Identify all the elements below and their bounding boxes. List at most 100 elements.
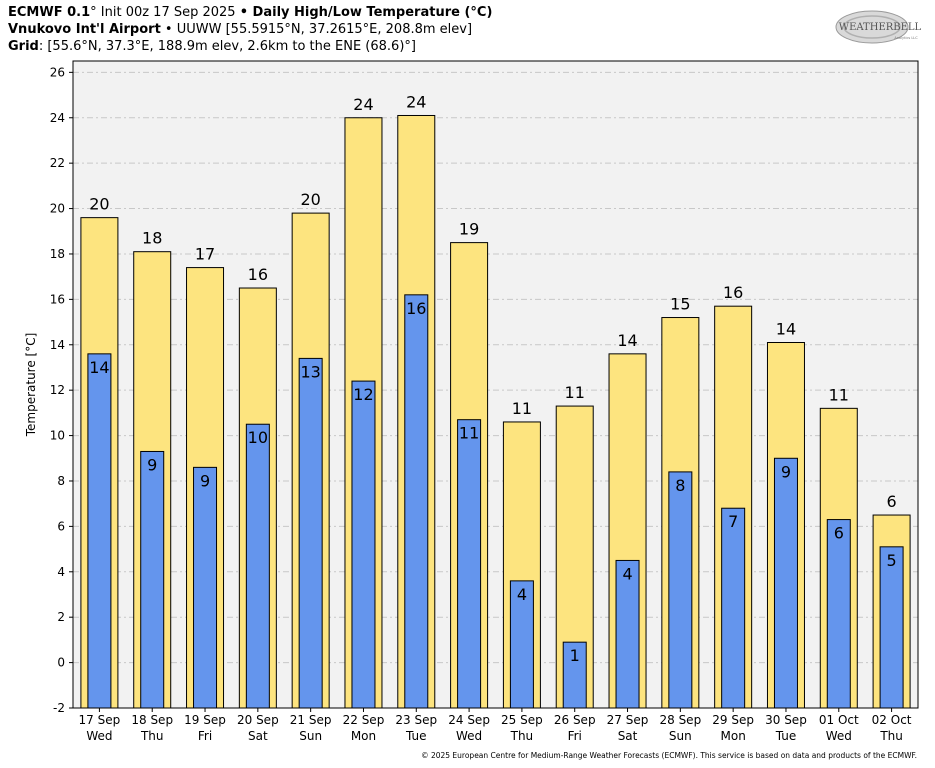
x-tick-date: 19 Sep: [184, 713, 226, 727]
y-tick-label: 20: [50, 202, 65, 216]
y-tick-label: 14: [50, 338, 65, 352]
low-temp-bar: [457, 419, 482, 709]
chart-title: Daily High/Low Temperature (°C): [248, 5, 493, 20]
low-temp-label: 14: [89, 358, 109, 377]
chart-title-line-1: ECMWF 0.1° Init 00z 17 Sep 2025 • Daily …: [8, 5, 492, 21]
x-tick-date: 29 Sep: [712, 713, 754, 727]
chart-title-line-2: Vnukovo Int'l Airport • UUWW [55.5915°N,…: [8, 22, 472, 38]
grid-info: : [55.6°N, 37.3°E, 188.9m elev, 2.6km to…: [38, 39, 416, 54]
x-tick-date: 24 Sep: [448, 713, 490, 727]
low-temp-label: 4: [517, 585, 527, 604]
x-tick-date: 27 Sep: [607, 713, 649, 727]
low-temp-bar: [404, 294, 429, 709]
x-tick-date: 22 Sep: [343, 713, 385, 727]
high-temp-label: 15: [670, 295, 690, 314]
x-tick-day: Sun: [299, 729, 322, 743]
low-temp-bar: [721, 507, 746, 709]
y-tick-label: 24: [50, 111, 65, 125]
x-tick-date: 20 Sep: [237, 713, 279, 727]
x-tick-day: Thu: [510, 729, 534, 743]
y-tick-label: 2: [57, 610, 65, 624]
x-tick-day: Tue: [775, 729, 797, 743]
x-tick-date: 01 Oct: [819, 713, 859, 727]
y-tick-label: -2: [53, 701, 65, 715]
low-temp-bar: [879, 546, 904, 709]
x-tick-date: 17 Sep: [79, 713, 121, 727]
x-tick-date: 18 Sep: [131, 713, 173, 727]
init-time: Init 00z 17 Sep 2025: [96, 5, 240, 20]
degree-sign: °: [90, 5, 97, 20]
x-tick-day: Mon: [721, 729, 746, 743]
high-temp-label: 18: [142, 229, 162, 248]
x-tick-date: 30 Sep: [765, 713, 807, 727]
low-temp-bar: [140, 450, 165, 709]
logo-subtext: Analytics LLC: [894, 36, 918, 40]
low-temp-label: 11: [459, 424, 479, 443]
low-temp-bar: [773, 457, 798, 709]
weatherbell-logo: WEATHERBELL Analytics LLC: [835, 10, 922, 44]
high-temp-label: 19: [459, 220, 479, 239]
high-temp-label: 14: [617, 331, 637, 350]
low-temp-label: 9: [200, 471, 210, 490]
low-temp-bar: [826, 519, 851, 709]
low-temp-label: 8: [675, 476, 685, 495]
x-tick-day: Thu: [879, 729, 903, 743]
low-temp-bar: [668, 471, 693, 709]
low-temp-label: 9: [147, 455, 157, 474]
low-temp-label: 1: [570, 646, 580, 665]
x-tick-day: Wed: [86, 729, 112, 743]
low-temp-label: 5: [887, 551, 897, 570]
copyright-footer: © 2025 European Centre for Medium-Range …: [421, 751, 917, 760]
x-tick-day: Mon: [351, 729, 376, 743]
low-temp-label: 7: [728, 512, 738, 531]
low-temp-label: 13: [300, 362, 320, 381]
bars: [80, 114, 911, 709]
low-temp-bar: [87, 353, 112, 709]
low-temp-label: 16: [406, 299, 426, 318]
x-tick-day: Sat: [618, 729, 638, 743]
y-tick-label: 18: [50, 247, 65, 261]
high-temp-label: 11: [829, 385, 849, 404]
x-tick-date: 02 Oct: [872, 713, 912, 727]
station-name: Vnukovo Int'l Airport: [8, 22, 161, 37]
y-tick-label: 22: [50, 156, 65, 170]
low-temp-bar: [245, 423, 270, 709]
y-tick-label: 4: [57, 565, 65, 579]
plot-frame: [72, 60, 919, 709]
high-temp-label: 6: [887, 492, 897, 511]
y-tick-label: 10: [50, 429, 65, 443]
x-tick-date: 26 Sep: [554, 713, 596, 727]
high-temp-label: 24: [353, 95, 373, 114]
x-tick-day: Tue: [405, 729, 427, 743]
x-tick-day: Fri: [568, 729, 582, 743]
x-tick-day: Fri: [198, 729, 212, 743]
low-temp-bar: [193, 466, 218, 709]
logo-text: WEATHERBELL: [839, 22, 922, 33]
x-tick-date: 23 Sep: [395, 713, 437, 727]
high-temp-label: 24: [406, 92, 426, 111]
high-temp-label: 14: [776, 320, 796, 339]
low-temp-label: 12: [353, 385, 373, 404]
y-tick-label: 6: [57, 519, 65, 533]
y-tick-label: 26: [50, 65, 65, 79]
high-temp-label: 20: [300, 190, 320, 209]
title-bullet: •: [239, 5, 249, 20]
model-name: ECMWF 0.1: [8, 5, 91, 20]
station-bullet: •: [160, 22, 177, 37]
high-temp-label: 17: [195, 245, 215, 264]
low-temp-label: 10: [248, 428, 268, 447]
high-temp-label: 11: [565, 383, 585, 402]
high-temp-label: 20: [89, 195, 109, 214]
grid-label: Grid: [8, 39, 39, 54]
x-tick-day: Sun: [669, 729, 692, 743]
low-temp-label: 6: [834, 524, 844, 543]
low-temp-bar: [298, 357, 323, 709]
x-tick-day: Thu: [140, 729, 164, 743]
low-temp-label: 9: [781, 462, 791, 481]
x-tick-day: Wed: [826, 729, 852, 743]
x-tick-date: 28 Sep: [659, 713, 701, 727]
x-tick-date: 25 Sep: [501, 713, 543, 727]
y-tick-label: 12: [50, 383, 65, 397]
